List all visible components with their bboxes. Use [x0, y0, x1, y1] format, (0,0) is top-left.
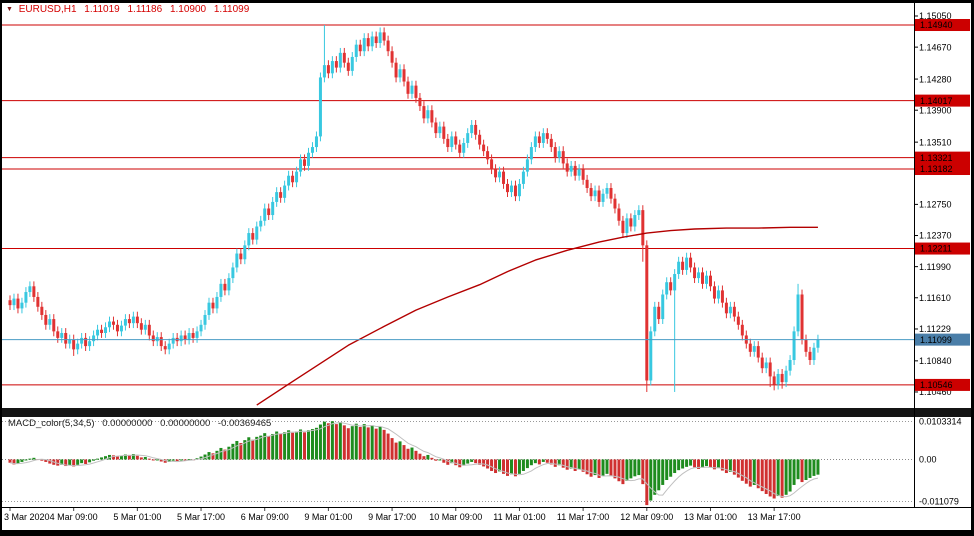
price-tick-label: 1.13900 — [919, 105, 952, 115]
level-badge-label: 1.14017 — [920, 96, 953, 106]
level-badge-label: 1.12211 — [920, 244, 952, 254]
level-badge-label: 1.13182 — [920, 164, 953, 174]
price-tick-label: 1.14280 — [919, 74, 952, 84]
level-price-badge — [915, 151, 970, 164]
level-price-badge — [915, 378, 970, 391]
time-tick-label: 9 Mar 01:00 — [304, 512, 352, 522]
time-axis[interactable]: 3 Mar 2020 4 Mar 09:00 5 Mar 01:00 5 Mar 17… — [4, 508, 801, 522]
time-tick-label: 5 Mar 17:00 — [177, 512, 225, 522]
time-tick-label: 9 Mar 17:00 — [368, 512, 416, 522]
level-badge-label: 1.10546 — [920, 380, 953, 390]
price-tick-label: 1.14670 — [919, 42, 952, 52]
level-badge-label: 1.14940 — [920, 20, 953, 30]
macd-min-label: -0.011079 — [919, 497, 959, 507]
level-price-badge — [915, 94, 970, 107]
price-axis[interactable]: 1.15050 1.14670 1.14280 1.13900 1.13510 1.127… — [914, 11, 952, 397]
candlesticks — [8, 25, 820, 392]
level-price-badge — [915, 242, 970, 255]
bid-badge-label: 1.11099 — [920, 335, 952, 345]
pane-separator[interactable] — [2, 408, 971, 417]
time-tick-label: 5 Mar 01:00 — [113, 512, 161, 522]
macd-histogram — [8, 421, 820, 506]
time-tick-label: 6 Mar 09:00 — [241, 512, 289, 522]
price-tick-label: 1.10460 — [919, 387, 952, 397]
macd-zero-label: 0.00 — [919, 455, 937, 465]
time-tick-label: 3 Mar 2020 — [4, 512, 50, 522]
price-tick-label: 1.10840 — [919, 356, 952, 366]
bid-price-badge — [915, 333, 970, 346]
price-tick-label: 1.13510 — [919, 137, 952, 147]
time-tick-label: 11 Mar 17:00 — [557, 512, 609, 522]
price-tick-label: 1.11229 — [919, 324, 951, 334]
main-chart-pane[interactable] — [2, 3, 971, 530]
time-tick-label: 11 Mar 01:00 — [493, 512, 545, 522]
time-tick-label: 12 Mar 09:00 — [620, 512, 673, 522]
price-tick-label: 1.12370 — [919, 231, 952, 241]
macd-signal-line — [9, 421, 819, 498]
level-price-badge — [915, 163, 970, 176]
bid-price-line: 1.11099 — [2, 333, 970, 346]
time-tick-label: 13 Mar 17:00 — [748, 512, 801, 522]
price-tick-label: 1.15050 — [919, 11, 952, 21]
price-tick-label: 1.11610 — [919, 293, 951, 303]
time-tick-label: 4 Mar 09:00 — [50, 512, 98, 522]
moving-average-line — [256, 226, 818, 406]
price-tick-label: 1.11990 — [919, 262, 951, 272]
time-tick-label: 13 Mar 01:00 — [684, 512, 737, 522]
level-price-badge — [915, 19, 970, 32]
macd-max-label: 0.0103314 — [919, 417, 962, 427]
price-tick-label: 1.12750 — [919, 200, 952, 210]
level-badge-label: 1.13321 — [920, 153, 953, 163]
time-tick-label: 10 Mar 09:00 — [429, 512, 482, 522]
